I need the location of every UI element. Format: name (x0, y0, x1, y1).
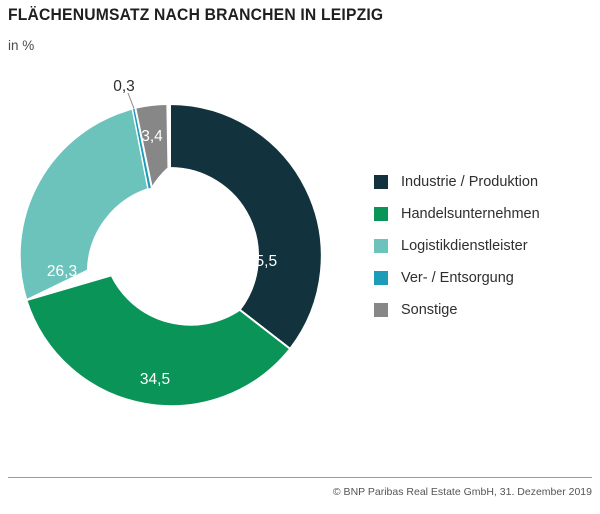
leader-line-versorgung (127, 92, 135, 109)
legend-label: Ver- / Entsorgung (401, 269, 514, 286)
copyright-text: © BNP Paribas Real Estate GmbH, 31. Deze… (332, 486, 592, 498)
page-title: FLÄCHENUMSATZ NACH BRANCHEN IN LEIPZIG (8, 6, 384, 24)
pie-slice-sonstige[interactable] (134, 103, 170, 191)
legend-label: Industrie / Produktion (401, 173, 539, 190)
pie-slice-handel[interactable] (25, 274, 292, 408)
pie-slice-industrie[interactable] (169, 102, 323, 351)
footer-divider (8, 477, 592, 478)
legend-swatch-icon (374, 175, 388, 189)
legend-label: Handelsunternehmen (401, 205, 540, 222)
chart-subtitle: in % (8, 38, 35, 53)
slice-value-logistik: 26,3 (47, 263, 77, 280)
pie-slice-logistik[interactable] (18, 107, 150, 302)
chart-legend: Industrie / Produktion Handelsunternehme… (374, 166, 594, 326)
slice-value-versorgung: 0,3 (113, 78, 135, 95)
legend-swatch-icon (374, 271, 388, 285)
legend-swatch-icon (374, 207, 388, 221)
donut-chart: 35,5 34,5 26,3 0,3 3,4 (0, 75, 360, 425)
donut-chart-svg: 35,5 34,5 26,3 0,3 3,4 (18, 78, 323, 408)
legend-item-logistik[interactable]: Logistikdienstleister (374, 230, 594, 262)
legend-swatch-icon (374, 239, 388, 253)
slice-value-sonstige: 3,4 (141, 128, 163, 145)
legend-swatch-icon (374, 303, 388, 317)
legend-item-industrie[interactable]: Industrie / Produktion (374, 166, 594, 198)
legend-label: Logistikdienstleister (401, 237, 528, 254)
legend-item-sonstige[interactable]: Sonstige (374, 294, 594, 326)
legend-label: Sonstige (401, 301, 458, 318)
legend-item-versorgung[interactable]: Ver- / Entsorgung (374, 262, 594, 294)
slice-value-handel: 34,5 (140, 371, 170, 388)
slice-value-industrie: 35,5 (247, 253, 277, 270)
legend-item-handel[interactable]: Handelsunternehmen (374, 198, 594, 230)
